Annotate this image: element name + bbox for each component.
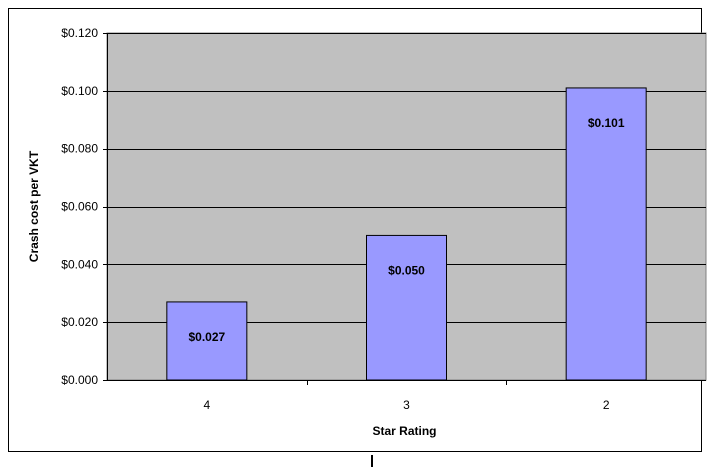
data-label: $0.101 bbox=[588, 116, 625, 130]
bar-star-rating-4 bbox=[166, 301, 248, 381]
y-tick-labels: $0.000 $0.020 $0.040 $0.060 $0.080 $0.100 $0.1… bbox=[61, 26, 98, 387]
y-tick-label: $0.100 bbox=[61, 84, 98, 98]
text-cursor-icon bbox=[371, 455, 373, 467]
y-tick-label: $0.060 bbox=[61, 200, 98, 214]
y-tick-label: $0.000 bbox=[61, 373, 98, 387]
x-tick-label: 4 bbox=[203, 398, 210, 412]
bars bbox=[166, 87, 647, 381]
data-labels: $0.027 $0.050 $0.101 bbox=[188, 116, 624, 344]
axes bbox=[103, 33, 706, 385]
data-label: $0.050 bbox=[388, 263, 425, 277]
x-tick-label: 2 bbox=[603, 398, 610, 412]
bar-star-rating-2 bbox=[565, 87, 647, 381]
y-tick-label: $0.020 bbox=[61, 315, 98, 329]
data-label: $0.027 bbox=[188, 330, 225, 344]
bar-star-rating-3 bbox=[366, 234, 447, 381]
y-axis-title: Crash cost per VKT bbox=[27, 150, 41, 262]
x-tick-label: 3 bbox=[403, 398, 410, 412]
y-tick-label: $0.040 bbox=[61, 257, 98, 271]
y-tick-label: $0.080 bbox=[61, 142, 98, 156]
x-axis-title: Star Rating bbox=[372, 424, 436, 438]
y-tick-label: $0.120 bbox=[61, 26, 98, 40]
x-tick-labels: 4 3 2 bbox=[203, 398, 609, 412]
